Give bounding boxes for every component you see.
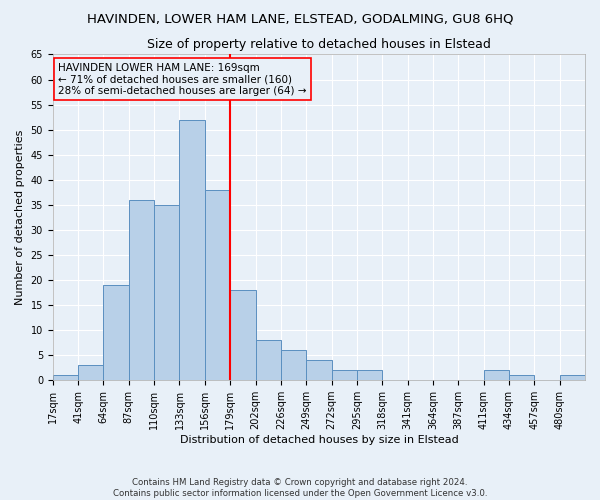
Bar [179,120,205,380]
Bar [154,205,179,380]
Text: HAVINDEN, LOWER HAM LANE, ELSTEAD, GODALMING, GU8 6HQ: HAVINDEN, LOWER HAM LANE, ELSTEAD, GODAL… [87,12,513,26]
Bar [332,370,357,380]
X-axis label: Distribution of detached houses by size in Elstead: Distribution of detached houses by size … [179,435,458,445]
Bar [78,365,103,380]
Bar [205,190,230,380]
Bar [256,340,281,380]
Bar [129,200,154,380]
Y-axis label: Number of detached properties: Number of detached properties [15,130,25,305]
Bar [306,360,332,380]
Bar [281,350,306,380]
Bar [560,375,585,380]
Text: Contains HM Land Registry data © Crown copyright and database right 2024.
Contai: Contains HM Land Registry data © Crown c… [113,478,487,498]
Bar [103,285,129,380]
Bar [484,370,509,380]
Bar [230,290,256,380]
Bar [509,375,535,380]
Text: HAVINDEN LOWER HAM LANE: 169sqm
← 71% of detached houses are smaller (160)
28% o: HAVINDEN LOWER HAM LANE: 169sqm ← 71% of… [58,62,307,96]
Title: Size of property relative to detached houses in Elstead: Size of property relative to detached ho… [147,38,491,51]
Bar [53,375,78,380]
Bar [357,370,382,380]
